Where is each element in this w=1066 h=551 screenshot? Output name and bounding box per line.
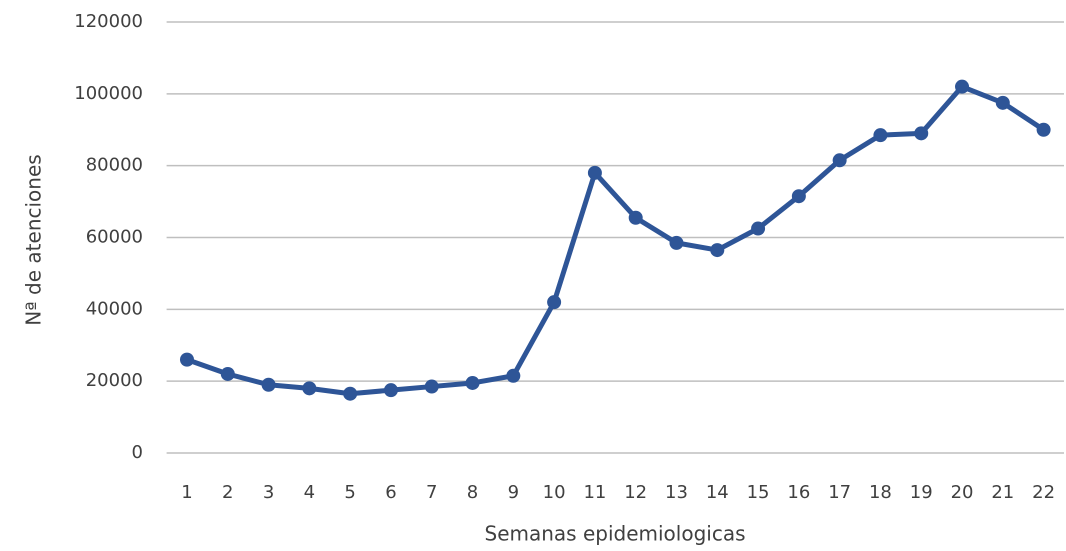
y-axis-label: Nª de atenciones bbox=[22, 154, 46, 325]
marker bbox=[955, 79, 970, 94]
marker bbox=[343, 386, 358, 401]
x-tick-label: 11 bbox=[583, 482, 606, 503]
marker bbox=[995, 95, 1010, 110]
x-tick-label: 1 bbox=[181, 482, 192, 503]
marker bbox=[628, 210, 643, 225]
x-tick-label: 12 bbox=[624, 482, 647, 503]
marker bbox=[873, 128, 888, 143]
x-tick-label: 7 bbox=[426, 482, 437, 503]
marker bbox=[424, 379, 439, 394]
y-tick-label: 40000 bbox=[86, 298, 143, 319]
marker bbox=[1036, 122, 1051, 137]
x-tick-label: 22 bbox=[1032, 482, 1055, 503]
x-tick-label: 14 bbox=[706, 482, 729, 503]
x-axis-label: Semanas epidemiologicas bbox=[485, 522, 746, 546]
marker bbox=[587, 165, 602, 180]
y-tick-label: 120000 bbox=[74, 11, 143, 32]
y-tick-label: 100000 bbox=[74, 83, 143, 104]
y-tick-label: 0 bbox=[132, 442, 143, 463]
marker bbox=[832, 153, 847, 168]
marker bbox=[179, 352, 194, 367]
x-tick-label: 20 bbox=[951, 482, 974, 503]
x-tick-label: 8 bbox=[467, 482, 478, 503]
marker bbox=[220, 366, 235, 381]
x-tick-label: 9 bbox=[508, 482, 519, 503]
marker bbox=[710, 243, 725, 258]
x-tick-label: 18 bbox=[869, 482, 892, 503]
x-tick-label: 3 bbox=[263, 482, 274, 503]
x-tick-label: 21 bbox=[991, 482, 1014, 503]
x-tick-label: 2 bbox=[222, 482, 233, 503]
y-tick-label: 60000 bbox=[86, 227, 143, 248]
y-tick-label: 20000 bbox=[86, 370, 143, 391]
x-tick-label: 15 bbox=[747, 482, 770, 503]
x-tick-label: 19 bbox=[910, 482, 933, 503]
y-tick-label: 80000 bbox=[86, 155, 143, 176]
x-tick-label: 5 bbox=[344, 482, 355, 503]
marker bbox=[261, 377, 276, 392]
marker bbox=[302, 381, 317, 396]
x-tick-label: 16 bbox=[787, 482, 810, 503]
marker bbox=[506, 368, 521, 383]
x-tick-label: 13 bbox=[665, 482, 688, 503]
marker bbox=[383, 383, 398, 398]
marker bbox=[547, 295, 562, 310]
marker bbox=[669, 235, 684, 250]
marker bbox=[791, 189, 806, 204]
marker bbox=[914, 126, 929, 141]
x-tick-label: 17 bbox=[828, 482, 851, 503]
x-tick-label: 10 bbox=[543, 482, 566, 503]
x-tick-label: 4 bbox=[304, 482, 315, 503]
marker bbox=[465, 375, 480, 390]
x-tick-label: 6 bbox=[385, 482, 396, 503]
line bbox=[186, 84, 1045, 397]
marker bbox=[751, 221, 766, 236]
